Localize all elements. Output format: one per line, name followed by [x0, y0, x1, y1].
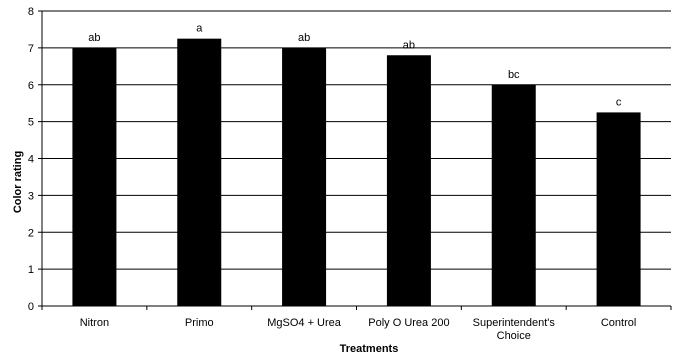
- bar: [282, 47, 327, 306]
- y-tick-label: 0: [28, 301, 34, 313]
- x-category-label: Superintendent's Choice: [473, 317, 556, 342]
- data-label: a: [196, 23, 203, 35]
- bar: [177, 38, 222, 306]
- data-label: c: [616, 96, 622, 108]
- y-axis-title: Color rating: [12, 151, 24, 213]
- data-label: ab: [298, 32, 310, 44]
- data-label: bc: [508, 69, 520, 81]
- y-tick-label: 7: [28, 43, 34, 55]
- y-tick-label: 2: [28, 227, 34, 239]
- x-category-label: MgSO4 + Urea: [267, 317, 342, 329]
- x-category-label: Control: [601, 317, 636, 329]
- y-tick-label: 3: [28, 190, 34, 202]
- data-label: ab: [403, 39, 415, 51]
- bar: [596, 112, 641, 306]
- gridlines: [42, 10, 671, 270]
- y-tick-label: 1: [28, 264, 34, 276]
- bar: [72, 47, 117, 306]
- data-label: ab: [88, 32, 100, 44]
- y-tick-label: 5: [28, 117, 34, 129]
- y-tick-label: 6: [28, 80, 34, 92]
- bars: [72, 38, 641, 306]
- bar: [386, 55, 431, 306]
- x-category-label: Primo: [185, 317, 214, 329]
- x-category-label: Nitron: [80, 317, 109, 329]
- axes: 0 1 2 3 4 5 6 7 8 Nitron Primo MgSO4 + Urea Poly O U…: [28, 6, 672, 342]
- y-tick-label: 4: [28, 154, 34, 166]
- data-labels: ab a ab ab bc c: [88, 23, 622, 109]
- y-tick-label: 8: [28, 6, 34, 18]
- x-axis-title: Treatments: [340, 343, 399, 355]
- x-category-label: Poly O Urea 200: [368, 317, 449, 329]
- bar: [491, 84, 536, 306]
